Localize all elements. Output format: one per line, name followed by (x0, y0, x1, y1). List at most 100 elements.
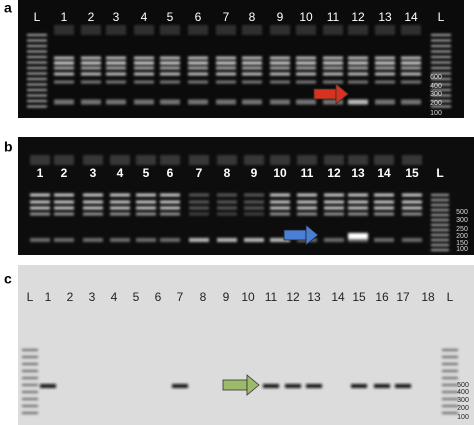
band (106, 99, 126, 105)
lane-label: L (34, 10, 41, 24)
lane-label: 6 (167, 166, 174, 180)
band (442, 370, 458, 372)
band (54, 61, 74, 65)
band (431, 234, 449, 236)
band (270, 80, 290, 84)
panel-label: b (4, 139, 13, 155)
band (81, 72, 101, 76)
panel-label: a (4, 0, 12, 16)
band (431, 50, 451, 53)
lane-label: 2 (67, 290, 74, 304)
lane-label: 11 (301, 166, 314, 180)
lane-label: 11 (327, 10, 340, 24)
band (81, 66, 101, 70)
band (134, 80, 154, 84)
band (242, 61, 262, 65)
lane-label: 13 (307, 290, 321, 304)
band (160, 61, 180, 65)
band (431, 239, 449, 241)
band (402, 212, 422, 216)
band (442, 349, 458, 351)
band (375, 25, 395, 35)
band (348, 25, 368, 35)
lane-label: 15 (405, 166, 419, 180)
band (323, 66, 343, 70)
lane-label: 1 (45, 290, 52, 304)
band (217, 212, 237, 216)
band (431, 224, 449, 226)
band (81, 99, 101, 105)
band (431, 209, 449, 211)
band (54, 56, 74, 60)
band (136, 155, 156, 165)
band (431, 100, 451, 102)
band (160, 25, 180, 35)
band (402, 238, 422, 242)
lane-label: 12 (286, 290, 300, 304)
band (324, 206, 344, 210)
band (30, 206, 50, 210)
band (27, 34, 47, 36)
band (242, 80, 262, 84)
band (375, 72, 395, 76)
band (22, 356, 38, 358)
band (401, 61, 421, 65)
lane-label: 14 (331, 290, 345, 304)
arrow-green (222, 374, 260, 396)
lane-label: 8 (249, 10, 256, 24)
size-marker: 600 (430, 74, 442, 81)
band (54, 200, 74, 204)
band (27, 39, 47, 42)
band (431, 78, 451, 80)
band (401, 72, 421, 76)
band (54, 66, 74, 70)
band (106, 66, 126, 70)
band (431, 94, 451, 97)
band (431, 89, 451, 91)
band (296, 99, 316, 105)
band (431, 39, 451, 42)
band (244, 193, 264, 197)
band (348, 212, 368, 216)
band (40, 384, 56, 388)
band (54, 72, 74, 76)
band (270, 155, 290, 165)
band (54, 238, 74, 242)
band (160, 193, 180, 197)
band (160, 80, 180, 84)
lane-label: 5 (133, 290, 140, 304)
band (323, 80, 343, 84)
band (160, 72, 180, 76)
band (242, 72, 262, 76)
band (188, 66, 208, 70)
band (136, 193, 156, 197)
band (270, 238, 290, 242)
band (110, 212, 130, 216)
band (106, 80, 126, 84)
size-marker: 100 (456, 246, 468, 253)
band (296, 61, 316, 65)
band (324, 238, 344, 242)
band (375, 80, 395, 84)
lane-label: 4 (111, 290, 118, 304)
band (27, 72, 47, 75)
band (348, 72, 368, 76)
lane-label: 1 (61, 10, 68, 24)
band (30, 200, 50, 204)
size-marker: 250 (456, 226, 468, 233)
lane-label: 13 (378, 10, 392, 24)
band (263, 384, 279, 388)
band (375, 61, 395, 65)
band (375, 99, 395, 105)
band (431, 56, 451, 58)
band (442, 398, 458, 400)
size-marker: 100 (457, 414, 469, 421)
band (324, 212, 344, 216)
band (401, 99, 421, 105)
band (217, 193, 237, 197)
bands (22, 25, 458, 414)
band (83, 212, 103, 216)
band (216, 99, 236, 105)
band (270, 66, 290, 70)
band (270, 99, 290, 105)
